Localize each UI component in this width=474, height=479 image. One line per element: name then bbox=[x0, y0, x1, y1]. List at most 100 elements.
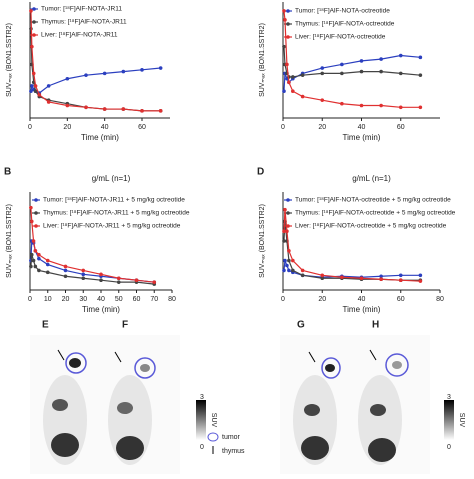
x-axis-label: Time (min) bbox=[82, 305, 120, 314]
legend-marker bbox=[34, 198, 38, 202]
organ bbox=[117, 402, 133, 414]
legend-label: Tumor: [¹⁸F]AlF-NOTA-octreotide + 5 mg/k… bbox=[295, 197, 451, 204]
x-tick-label: 80 bbox=[436, 296, 444, 303]
tumor-spot bbox=[392, 361, 402, 369]
data-point bbox=[418, 55, 423, 60]
legend-marker bbox=[286, 198, 290, 202]
data-point bbox=[31, 239, 36, 243]
data-point bbox=[29, 205, 33, 210]
data-point bbox=[140, 109, 144, 113]
data-point bbox=[134, 278, 139, 283]
data-point bbox=[29, 89, 33, 94]
data-point bbox=[320, 66, 325, 70]
data-point bbox=[398, 71, 403, 76]
data-point bbox=[398, 278, 403, 283]
thymus-arrow bbox=[308, 351, 316, 363]
data-point bbox=[29, 252, 34, 257]
x-tick-label: 20 bbox=[318, 124, 326, 131]
data-point bbox=[283, 207, 287, 212]
data-point bbox=[63, 264, 68, 269]
legend-label: Thymus: [¹⁸F]AlF-NOTA-JR11 + 5 mg/kg oct… bbox=[43, 210, 190, 217]
legend-text: tumor bbox=[222, 434, 241, 441]
legend-marker bbox=[32, 33, 36, 37]
x-axis-label: Time (min) bbox=[343, 305, 381, 314]
colorbar bbox=[196, 400, 206, 440]
data-point bbox=[287, 249, 291, 253]
data-point bbox=[320, 98, 325, 102]
data-point bbox=[418, 279, 423, 283]
data-point bbox=[63, 274, 68, 279]
y-axis-label: SUVₘₐₓ (BON1.SSTR2) bbox=[6, 23, 13, 97]
data-point bbox=[300, 73, 305, 77]
x-tick-label: 40 bbox=[101, 124, 109, 131]
legend-marker bbox=[32, 7, 36, 11]
series-line bbox=[283, 209, 421, 282]
x-tick-label: 20 bbox=[62, 296, 70, 303]
legend-label: Tumor: [¹⁸F]AlF-NOTA-JR11 + 5 mg/kg octr… bbox=[43, 197, 185, 204]
data-point bbox=[116, 280, 121, 284]
legend-label: Liver: [¹⁸F]AlF-NOTA-octreotide + 5 mg/k… bbox=[295, 223, 447, 230]
data-point bbox=[45, 270, 50, 275]
colorbar-label: SUV bbox=[458, 413, 465, 428]
legend-marker bbox=[286, 211, 290, 215]
data-point bbox=[99, 278, 103, 283]
x-tick-label: 60 bbox=[397, 296, 405, 303]
colorbar-min: 0 bbox=[447, 444, 451, 451]
data-point bbox=[45, 258, 50, 263]
data-point bbox=[30, 84, 34, 88]
panel-label: E bbox=[42, 320, 49, 331]
data-point bbox=[63, 268, 68, 273]
tumor-circle bbox=[385, 353, 409, 377]
data-point bbox=[282, 89, 286, 94]
data-point bbox=[152, 280, 157, 284]
x-tick-label: 60 bbox=[397, 124, 405, 131]
legend-marker bbox=[286, 22, 290, 26]
colorbar-min: 0 bbox=[200, 444, 204, 451]
data-point bbox=[379, 69, 383, 74]
data-point bbox=[340, 101, 344, 106]
colorbar bbox=[444, 400, 454, 440]
chart-title: g/mL (n=1) bbox=[92, 174, 131, 183]
data-point bbox=[84, 105, 88, 110]
data-point bbox=[283, 258, 287, 263]
tumor-circle bbox=[134, 357, 156, 379]
data-point bbox=[33, 89, 38, 94]
thymus-arrow bbox=[369, 349, 377, 361]
legend-label: Thymus: [¹⁸F]AlF-NOTA-JR11 bbox=[41, 19, 127, 26]
data-point bbox=[285, 62, 289, 67]
legend-label: Tumor: [¹⁸F]AlF-NOTA-octreotide bbox=[295, 8, 390, 15]
x-tick-label: 20 bbox=[318, 296, 326, 303]
series-line bbox=[30, 10, 161, 112]
data-point bbox=[282, 9, 286, 13]
data-point bbox=[29, 9, 33, 13]
data-point bbox=[81, 276, 86, 281]
legend-label: Thymus: [¹⁸F]AlF-NOTA-octreotide bbox=[295, 21, 395, 28]
panel-label: G bbox=[297, 320, 305, 331]
data-point bbox=[359, 59, 364, 63]
data-point bbox=[31, 71, 36, 76]
x-axis-label: Time (min) bbox=[81, 133, 119, 142]
organ bbox=[52, 399, 68, 411]
data-point bbox=[359, 69, 364, 74]
series-line bbox=[30, 207, 155, 283]
organ bbox=[301, 436, 329, 460]
legend-marker bbox=[286, 35, 290, 39]
x-tick-label: 70 bbox=[150, 296, 158, 303]
data-point bbox=[140, 68, 144, 72]
x-tick-label: 0 bbox=[28, 296, 32, 303]
x-tick-label: 40 bbox=[358, 124, 366, 131]
data-point bbox=[33, 249, 38, 253]
data-point bbox=[282, 229, 286, 233]
data-point bbox=[379, 277, 383, 282]
data-point bbox=[102, 107, 107, 111]
panel-label: H bbox=[372, 320, 379, 331]
data-point bbox=[65, 103, 70, 108]
data-point bbox=[379, 103, 383, 108]
data-point bbox=[45, 262, 50, 267]
colorbar-max: 3 bbox=[200, 394, 204, 401]
y-axis-label: SUVₘₐₓ (BON1.SSTR2) bbox=[259, 23, 266, 97]
x-tick-label: 40 bbox=[97, 296, 105, 303]
x-tick-label: 50 bbox=[115, 296, 123, 303]
x-tick-label: 40 bbox=[358, 296, 366, 303]
